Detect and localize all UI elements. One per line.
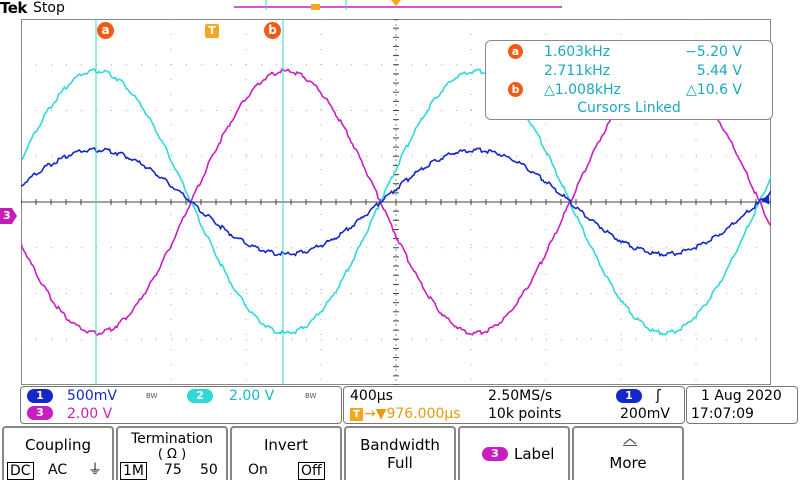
delta-voltage: △10.6 V <box>686 82 742 98</box>
cursor-b-label[interactable]: b <box>264 22 281 39</box>
ch3-ground-marker[interactable]: 3 <box>0 208 17 224</box>
invert-menu-button[interactable]: Invert On Off <box>230 426 342 480</box>
trigger-position-marker[interactable]: T <box>205 24 219 38</box>
termination-50-option[interactable]: 50 <box>200 462 218 478</box>
acquisition-status: Stop <box>33 0 65 16</box>
record-length: 10k points <box>488 406 562 422</box>
more-title: More <box>609 454 647 472</box>
coupling-dc-option[interactable]: DC <box>7 462 34 480</box>
cursors-linked-label: Cursors Linked <box>577 100 681 116</box>
termination-menu-button[interactable]: Termination ( Ω ) 1M 75 50 <box>116 426 228 480</box>
sample-rate: 2.50MS/s <box>488 388 553 404</box>
waveform-display[interactable] <box>21 19 771 385</box>
date-display: 1 Aug 2020 <box>701 388 782 404</box>
termination-title: Termination <box>130 431 214 447</box>
ch1-scale[interactable]: 500mV <box>67 388 117 404</box>
readout-row-b: 2.711kHz 5.44 V <box>486 62 772 81</box>
more-menu-button[interactable]: More <box>572 426 684 480</box>
label-menu-button[interactable]: 3 Label <box>458 426 570 480</box>
trigger-slope-icon[interactable]: ʃ <box>656 388 661 404</box>
brand-logo: Tek <box>0 0 27 17</box>
top-status-bar: Tek Stop <box>0 0 800 20</box>
trigger-delay-icon: T <box>350 408 363 421</box>
channel-status-panel[interactable]: 1 500mV BW 2 2.00 V BW 3 2.00 V <box>20 386 342 424</box>
record-view-bar <box>234 0 562 10</box>
coupling-title: Coupling <box>24 436 92 454</box>
cursor-b-badge: b <box>508 82 523 97</box>
datetime-panel: 1 Aug 2020 17:07:09 <box>686 386 798 424</box>
delta-frequency: △1.008kHz <box>544 82 621 98</box>
cursor-b-voltage: 5.44 V <box>696 63 742 79</box>
ch2-waveform <box>21 68 771 336</box>
trigger-level-arrow-icon[interactable]: ◀ <box>760 192 770 206</box>
time-display: 17:07:09 <box>691 406 754 422</box>
bandwidth-value: Full <box>387 454 413 472</box>
readout-row-a: a 1.603kHz −5.20 V <box>486 43 772 62</box>
cursor-readout: a 1.603kHz −5.20 V 2.711kHz 5.44 V b △1.… <box>485 40 773 120</box>
trigger-source-badge[interactable]: 1 <box>616 389 642 403</box>
timebase-trigger-panel[interactable]: 400µs 2.50MS/s 1 ʃ T →▼976.000µs 10k poi… <box>343 386 685 424</box>
horizontal-scale[interactable]: 400µs <box>350 388 393 404</box>
ch2-bw-limit: BW <box>305 392 317 400</box>
label-title: Label <box>514 445 555 463</box>
coupling-menu-button[interactable]: Coupling DC AC ⏚ <box>2 426 114 480</box>
trigger-level[interactable]: 200mV <box>620 406 670 422</box>
ch3-scale[interactable]: 2.00 V <box>67 406 113 422</box>
termination-ohm-subtitle: ( Ω ) <box>157 447 187 462</box>
invert-on-option[interactable]: On <box>248 462 268 478</box>
bandwidth-menu-button[interactable]: Bandwidth Full <box>344 426 456 480</box>
cursor-b-frequency: 2.711kHz <box>544 63 611 79</box>
invert-off-option[interactable]: Off <box>298 462 325 480</box>
coupling-ground-option[interactable]: ⏚ <box>88 462 102 478</box>
invert-title: Invert <box>263 436 309 454</box>
ch1-waveform <box>21 147 771 258</box>
horizontal-delay[interactable]: →▼976.000µs <box>364 406 461 422</box>
cursor-a-badge: a <box>508 44 523 59</box>
bandwidth-title: Bandwidth <box>360 436 440 454</box>
ch2-scale[interactable]: 2.00 V <box>229 388 275 404</box>
ch1-bw-limit: BW <box>146 392 158 400</box>
coupling-ac-option[interactable]: AC <box>48 462 68 478</box>
ch2-badge[interactable]: 2 <box>187 389 213 403</box>
label-ch3-badge: 3 <box>482 447 508 461</box>
cursor-a-label[interactable]: a <box>97 22 114 39</box>
cursor-a-frequency: 1.603kHz <box>544 44 611 60</box>
cursor-a-voltage: −5.20 V <box>685 44 742 60</box>
ch3-badge[interactable]: 3 <box>27 406 53 420</box>
more-up-chevron-icon <box>623 438 637 446</box>
termination-75-option[interactable]: 75 <box>164 462 182 478</box>
ch1-badge[interactable]: 1 <box>27 389 53 403</box>
readout-row-delta: b △1.008kHz △10.6 V <box>486 81 772 100</box>
termination-1m-option[interactable]: 1M <box>120 462 147 480</box>
